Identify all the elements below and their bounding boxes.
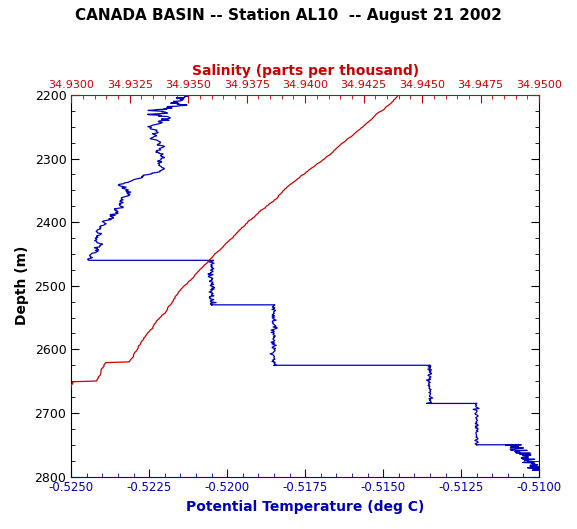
Text: CANADA BASIN -- Station AL10  -- August 21 2002: CANADA BASIN -- Station AL10 -- August 2… bbox=[75, 8, 502, 23]
X-axis label: Potential Temperature (deg C): Potential Temperature (deg C) bbox=[186, 500, 424, 514]
Y-axis label: Depth (m): Depth (m) bbox=[15, 246, 29, 325]
X-axis label: Salinity (parts per thousand): Salinity (parts per thousand) bbox=[192, 63, 419, 78]
